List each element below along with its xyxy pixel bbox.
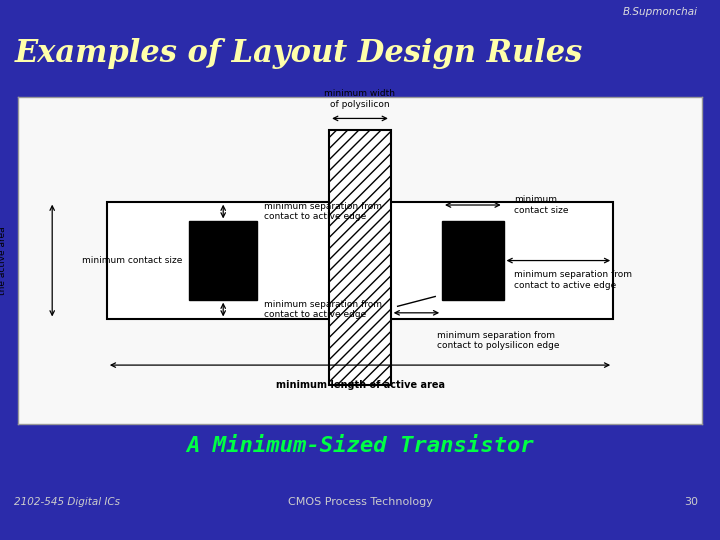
Text: minimum separation from
contact to active edge: minimum separation from contact to activ… xyxy=(514,271,632,290)
Text: minimum length of active area: minimum length of active area xyxy=(276,380,444,390)
Text: minimum separation from
contact to active edge: minimum separation from contact to activ… xyxy=(264,202,382,221)
Text: B.Supmonchai: B.Supmonchai xyxy=(623,8,698,17)
Text: A Minimum-Sized Transistor: A Minimum-Sized Transistor xyxy=(186,435,534,456)
Text: Examples of Layout Design Rules: Examples of Layout Design Rules xyxy=(14,38,582,69)
Text: 2102-545 Digital ICs: 2102-545 Digital ICs xyxy=(14,497,120,507)
Text: minimum width
of polysilicon: minimum width of polysilicon xyxy=(325,89,395,109)
Text: 30: 30 xyxy=(685,497,698,507)
Bar xyxy=(107,202,613,319)
Bar xyxy=(442,221,504,300)
Text: minimum
contact size: minimum contact size xyxy=(514,195,568,215)
Text: minimum contact size: minimum contact size xyxy=(82,256,182,265)
Text: minimum width of
the active area: minimum width of the active area xyxy=(0,219,7,302)
Text: CMOS Process Technology: CMOS Process Technology xyxy=(287,497,433,507)
Bar xyxy=(329,130,391,384)
Text: minimum separation from
contact to active edge: minimum separation from contact to activ… xyxy=(264,300,382,319)
Text: minimum separation from
contact to polysilicon edge: minimum separation from contact to polys… xyxy=(437,331,559,350)
Bar xyxy=(189,221,258,300)
